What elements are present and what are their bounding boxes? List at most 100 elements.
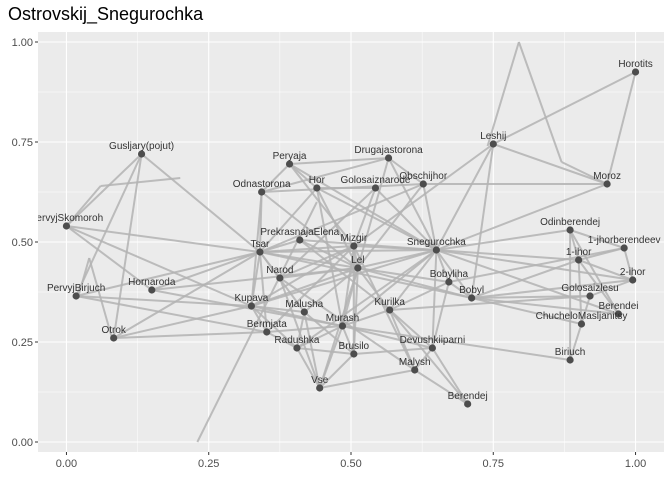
node-label: Vse — [311, 375, 329, 386]
network-edge — [578, 247, 625, 261]
network-edge — [296, 249, 437, 349]
node-label: Mizgir — [341, 233, 368, 244]
network-node — [468, 294, 476, 302]
network-edge — [374, 187, 438, 251]
network-node — [258, 188, 266, 196]
network-node — [586, 292, 594, 300]
network-edge — [279, 267, 358, 279]
network-edge — [65, 225, 153, 291]
network-edge — [113, 305, 252, 339]
network-node — [247, 302, 256, 310]
node-label: Snegurochka — [407, 237, 466, 248]
network-edge — [266, 325, 343, 333]
network-node — [350, 242, 358, 250]
network-node — [300, 308, 308, 316]
network-node — [293, 344, 301, 352]
network-edge — [279, 187, 377, 279]
node-label: PrekrasnajaElena — [260, 227, 339, 238]
node-label: Moroz — [593, 171, 621, 182]
network-edge — [112, 153, 143, 339]
network-edge — [471, 297, 619, 315]
node-label: 1-ihor — [566, 247, 592, 258]
network-edge — [577, 259, 583, 325]
network-edge — [414, 369, 469, 405]
node-label: Hor — [309, 175, 326, 186]
network-edge — [471, 259, 579, 299]
network-edge — [580, 295, 591, 325]
network-edge — [569, 323, 583, 361]
network-edge — [151, 251, 261, 291]
node-label: Bermjata — [247, 319, 287, 330]
network-edge — [299, 239, 391, 311]
node-label: Golosaiznarode — [340, 175, 410, 186]
network-edge — [387, 157, 438, 251]
network-node — [386, 306, 394, 314]
network-edge — [250, 305, 298, 349]
network-edge — [353, 143, 494, 247]
network-node — [137, 150, 146, 158]
network-node — [256, 248, 264, 256]
network-node — [296, 236, 304, 244]
network-edge — [352, 267, 359, 355]
node-label: 1-jhorberendeev — [588, 235, 661, 246]
network-node — [629, 276, 637, 284]
network-node — [276, 274, 284, 282]
node-label: Hornaroda — [128, 277, 176, 288]
network-node — [411, 366, 419, 374]
network-edge — [569, 229, 625, 249]
network-edge — [357, 183, 425, 269]
node-label: Drugajastorona — [354, 145, 423, 156]
x-tick-label: 0.00 — [56, 458, 77, 470]
node-label: Odinberendej — [540, 217, 600, 228]
network-edge — [75, 251, 261, 297]
node-label: Narod — [266, 265, 293, 276]
network-node — [419, 180, 427, 188]
network-edge — [319, 369, 415, 389]
node-label: Bobyliha — [430, 269, 469, 280]
network-edge — [569, 229, 580, 261]
network-node — [316, 384, 324, 392]
network-edge — [578, 259, 634, 281]
network-edge — [65, 185, 102, 227]
network-node — [432, 246, 440, 254]
network-edge — [299, 239, 359, 269]
x-tick-label: 0.75 — [483, 458, 504, 470]
network-edge — [431, 249, 438, 349]
network-node — [566, 226, 574, 234]
x-tick-label: 0.25 — [198, 458, 219, 470]
network-edge — [261, 157, 389, 193]
network-edge — [75, 295, 267, 333]
network-node — [428, 344, 436, 352]
network-node — [489, 140, 497, 148]
network-edge — [389, 295, 591, 311]
network-node — [614, 310, 623, 318]
network-edge — [561, 161, 608, 185]
network-node — [464, 400, 472, 408]
network-node — [350, 350, 358, 358]
network-edge — [436, 229, 571, 251]
network-edge — [357, 267, 472, 299]
network-node — [148, 286, 156, 294]
network-edge — [303, 311, 355, 355]
network-edge — [448, 247, 625, 283]
network-node — [577, 320, 586, 328]
network-edge — [341, 325, 355, 355]
network-node — [285, 160, 294, 168]
network-edge — [288, 163, 355, 247]
network-edge — [435, 249, 450, 283]
network-edge — [250, 191, 263, 307]
network-edge — [66, 225, 252, 307]
y-tick-label: 0.75 — [12, 137, 33, 149]
network-edge — [259, 245, 354, 253]
network-edge — [100, 177, 181, 187]
network-edge — [296, 347, 321, 389]
node-label: Malusha — [285, 299, 323, 310]
network-edge — [569, 229, 620, 315]
network-edge — [113, 251, 261, 339]
network-node — [575, 256, 583, 264]
x-tick-label: 1.00 — [625, 458, 646, 470]
node-label: Berendej — [448, 391, 488, 402]
network-edge — [492, 71, 636, 145]
network-edge — [315, 187, 359, 269]
